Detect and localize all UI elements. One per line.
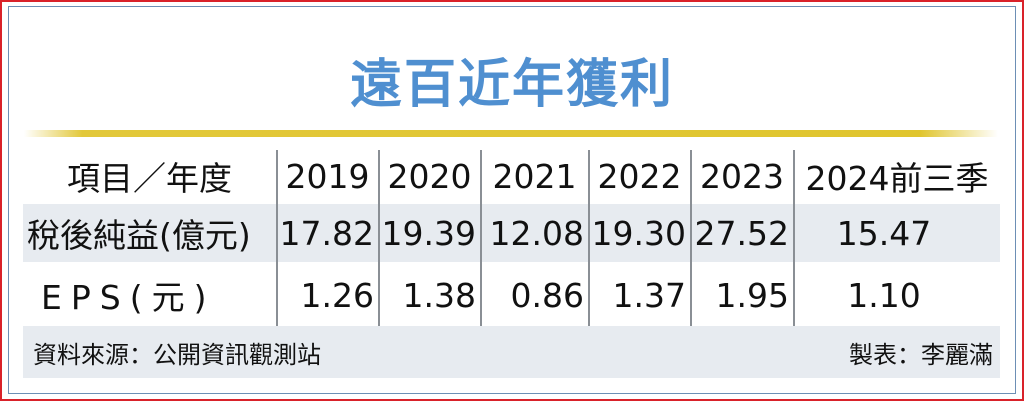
source-note: 資料來源：公開資訊觀測站 [33, 340, 321, 369]
author-credit: 製表：李麗滿 [849, 340, 993, 369]
table-header-row: 項目／年度 2019 2020 2021 2022 2023 2024前三季 [23, 150, 1000, 202]
table-row-eps: EPS(元) 1.26 1.38 0.86 1.37 1.95 1.10 [23, 264, 1000, 326]
table-row-net-income: 稅後純益(億元) 17.82 19.39 12.08 19.30 27.52 1… [23, 204, 1000, 262]
title-underline-bar [24, 130, 998, 137]
value-cell: 15.47 [836, 213, 932, 253]
value-cell: 27.52 [694, 213, 789, 253]
header-cell-2024q3: 2024前三季 [805, 159, 989, 198]
header-cell-item: 項目／年度 [67, 159, 232, 198]
row-label: 稅後純益(億元) [27, 216, 251, 255]
header-cell-2020: 2020 [387, 156, 472, 196]
column-divider [480, 150, 482, 326]
value-cell: 1.10 [847, 275, 921, 315]
value-cell: 1.95 [715, 275, 789, 315]
column-divider [690, 150, 692, 326]
value-cell: 12.08 [489, 213, 584, 253]
footer-row: 資料來源：公開資訊觀測站 製表：李麗滿 [23, 326, 1000, 378]
column-divider [588, 150, 590, 326]
header-cell-2021: 2021 [492, 156, 577, 196]
header-cell-2023: 2023 [700, 156, 784, 196]
chart-title: 遠百近年獲利 [349, 55, 674, 115]
column-divider [276, 150, 278, 326]
column-divider [793, 150, 795, 326]
inner-frame [8, 6, 1016, 394]
header-cell-2022: 2022 [597, 156, 682, 196]
value-cell: 17.82 [279, 213, 374, 253]
value-cell: 19.39 [381, 213, 476, 253]
column-divider [378, 150, 380, 326]
value-cell: 19.30 [591, 213, 686, 253]
value-cell: 1.38 [402, 275, 476, 315]
row-label: EPS(元) [41, 278, 216, 317]
value-cell: 1.37 [612, 275, 686, 315]
value-cell: 1.26 [300, 275, 374, 315]
value-cell: 0.86 [510, 275, 584, 315]
header-cell-2019: 2019 [285, 156, 370, 196]
